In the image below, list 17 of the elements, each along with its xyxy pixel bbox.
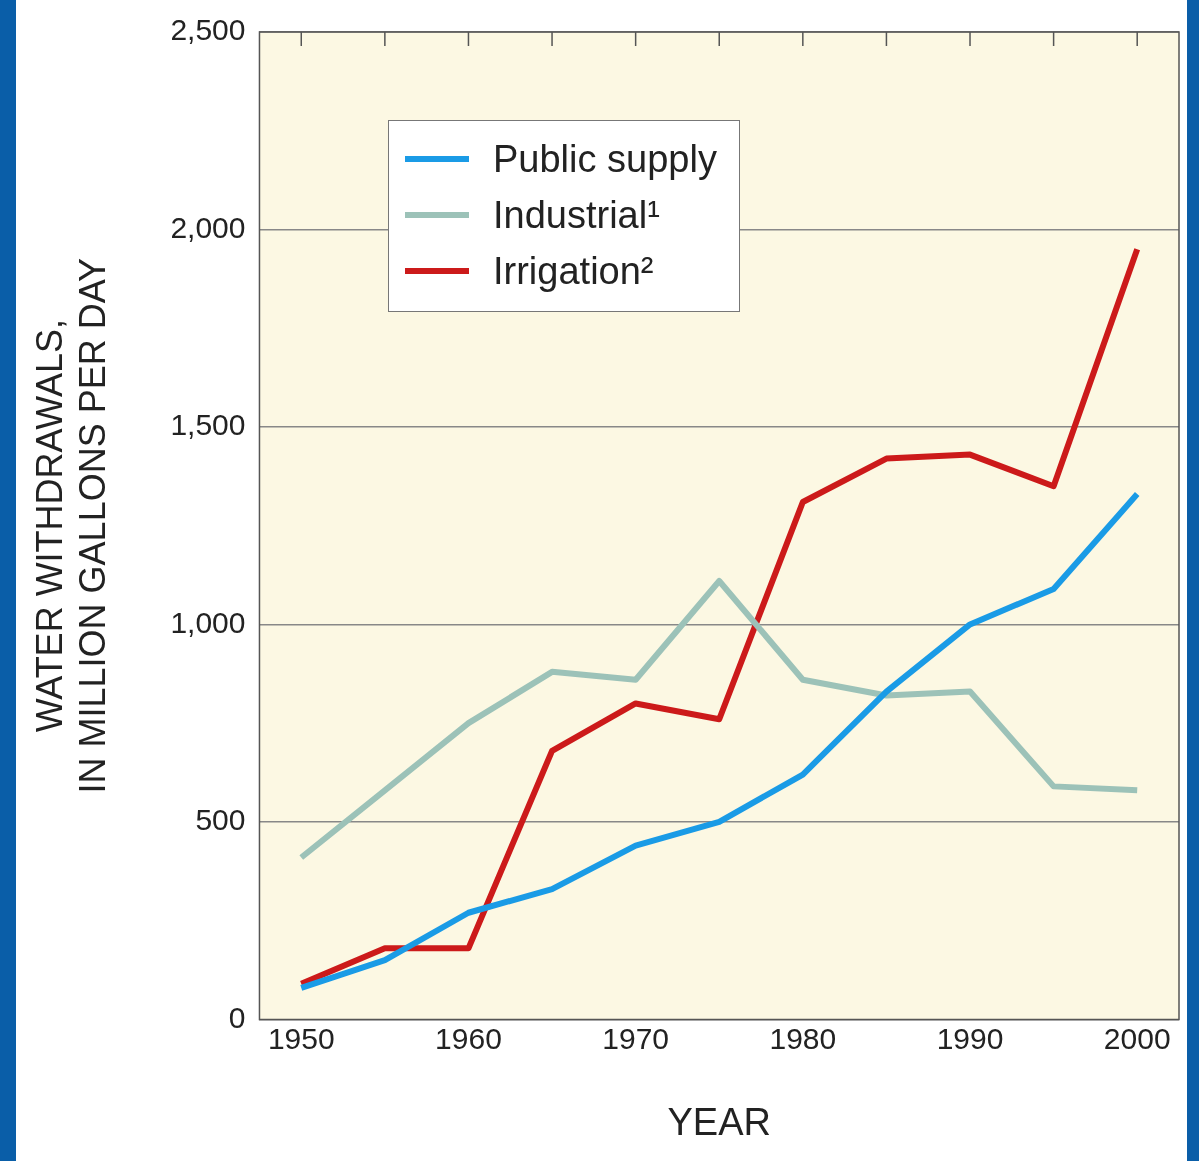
y-tick-label: 2,000 <box>170 210 246 244</box>
y-tick-label: 1,500 <box>170 408 246 442</box>
x-tick-label: 1960 <box>435 1021 502 1055</box>
x-tick-label: 1970 <box>602 1021 670 1055</box>
y-tick-label: 1,000 <box>170 605 246 639</box>
x-axis-title: YEAR <box>667 1100 771 1143</box>
x-tick-label: 2000 <box>1103 1021 1171 1055</box>
y-tick-label: 500 <box>195 803 246 837</box>
legend-label: Public supply <box>493 137 717 182</box>
legend-label: Industrial¹ <box>493 193 660 238</box>
x-tick-label: 1980 <box>769 1021 837 1055</box>
y-tick-label: 2,500 <box>170 13 246 47</box>
y-axis-title: WATER WITHDRAWALS, IN MILLION GALLONS PER DAY <box>28 257 113 794</box>
legend-label: Irrigation² <box>493 249 654 294</box>
x-tick-label: 1990 <box>936 1021 1004 1055</box>
x-tick-label: 1950 <box>267 1021 335 1055</box>
y-tick-label: 0 <box>228 1000 246 1034</box>
